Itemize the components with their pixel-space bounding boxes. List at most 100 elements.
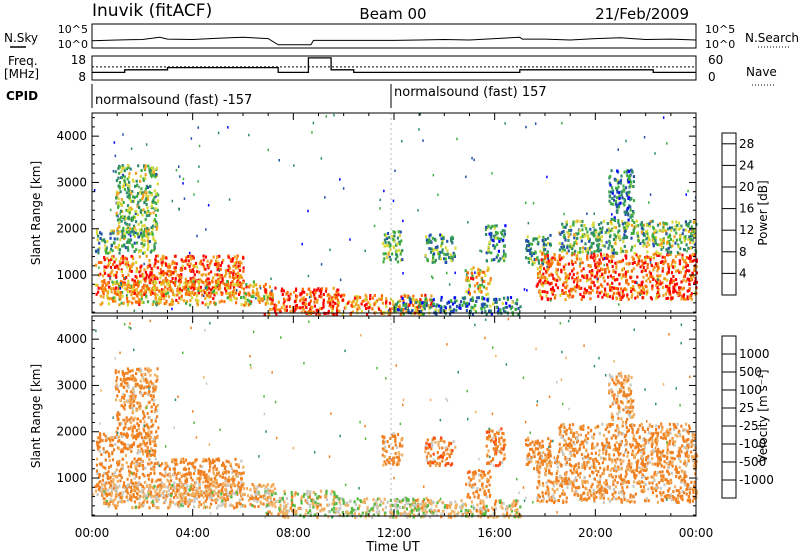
echo-cell (237, 481, 240, 485)
echo-cell (154, 175, 157, 179)
echo-cell (165, 256, 168, 260)
echo-cell (621, 268, 624, 272)
echo-cell (684, 237, 687, 241)
echo-cell (651, 284, 654, 288)
echo-cell (662, 226, 665, 229)
echo-cell (180, 273, 183, 276)
echo-cell (579, 278, 582, 282)
echo-cell (609, 174, 612, 178)
echo-cell (145, 294, 148, 298)
echo-cell (627, 282, 630, 286)
nave-tick-high: 60 (708, 53, 723, 67)
echo-cell (329, 294, 332, 298)
echo-cell (688, 269, 691, 273)
echo-cell (658, 222, 662, 226)
echo-cell (227, 475, 230, 479)
echo-speckle (126, 294, 128, 297)
echo-cell (107, 251, 110, 255)
echo-speckle (98, 266, 100, 269)
echo-cell (217, 471, 220, 475)
echo-cell (240, 286, 243, 290)
echo-cell (153, 274, 156, 277)
echo-cell (128, 238, 131, 242)
echo-cell (673, 283, 676, 287)
echo-cell (121, 255, 124, 258)
echo-cell (113, 483, 116, 486)
echo-cell (177, 279, 180, 283)
echo-cell (130, 265, 133, 268)
echo-cell (396, 255, 399, 259)
echo-cell (241, 504, 244, 508)
echo-cell (135, 289, 138, 292)
echo-speckle (218, 269, 220, 272)
echo-cell (631, 287, 634, 291)
echo-cell (143, 293, 146, 297)
echo-cell (137, 434, 140, 438)
echo-cell (585, 227, 588, 231)
echo-cell (593, 233, 596, 237)
echo-cell (132, 472, 135, 476)
echo-cell (103, 238, 106, 242)
echo-cell (145, 229, 148, 233)
echo-cell (178, 275, 181, 279)
echo-cell (194, 287, 197, 291)
echo-cell (227, 483, 230, 487)
echo-cell (232, 272, 235, 276)
echo-cell (158, 289, 161, 293)
echo-cell (618, 191, 621, 195)
echo-cell (126, 303, 129, 307)
echo-cell (451, 310, 454, 314)
echo-cell (687, 256, 690, 260)
echo-cell (332, 304, 335, 308)
echo-cell (558, 254, 561, 257)
echo-cell (217, 458, 220, 462)
echo-cell (205, 476, 208, 480)
echo-cell (123, 166, 126, 170)
echo-cell (525, 238, 528, 242)
echo-cell (131, 227, 134, 231)
echo-cell (97, 436, 100, 440)
echo-cell (624, 270, 628, 274)
echo-cell (633, 244, 636, 248)
echo-cell (282, 303, 286, 307)
echo-cell (299, 299, 302, 303)
echo-cell (238, 281, 241, 285)
echo-cell (447, 300, 450, 304)
echo-cell (136, 183, 139, 187)
echo-cell (153, 465, 156, 469)
echo-cell (564, 238, 567, 242)
echo-cell (115, 193, 119, 197)
echo-cell (647, 277, 650, 281)
echo-cell (156, 462, 159, 466)
echo-cell (114, 281, 117, 284)
echo-cell (235, 502, 238, 506)
echo-cell (107, 492, 111, 496)
echo-cell (654, 241, 657, 245)
echo-cell (231, 275, 234, 279)
cpid-segment-2: normalsound (fast) 157 (394, 85, 547, 100)
echo-cell (165, 299, 168, 303)
echo-speckle (153, 249, 155, 252)
echo-cell (174, 502, 177, 506)
echo-cell (227, 292, 230, 296)
echo-speckle (171, 199, 174, 203)
echo-cell (471, 274, 474, 278)
echo-cell (208, 302, 211, 306)
echo-cell (614, 202, 617, 206)
echo-cell (117, 267, 120, 271)
echo-cell (126, 447, 129, 451)
echo-cell (182, 460, 186, 464)
echo-cell (204, 255, 208, 259)
echo-cell (180, 475, 183, 478)
echo-cell (225, 484, 228, 488)
echo-cell (144, 190, 147, 194)
echo-cell (124, 262, 127, 266)
y-tick-label: 2000 (56, 222, 87, 236)
echo-cell (294, 299, 297, 303)
echo-cell (222, 461, 225, 465)
echo-cell (242, 487, 246, 491)
echo-cell (130, 443, 133, 447)
echo-cell (130, 200, 133, 204)
echo-cell (203, 472, 206, 476)
echo-cell (641, 285, 644, 289)
